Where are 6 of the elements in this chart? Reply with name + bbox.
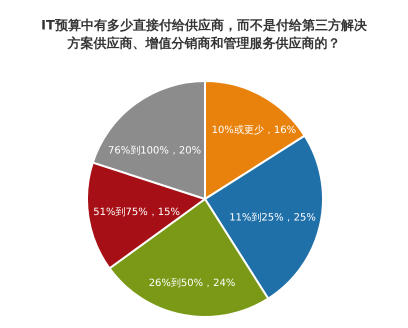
chart-title: IT预算中有多少直接付给供应商，而不是付给第三方解决方案供应商、增值分销商和管理服务供应商的？ <box>41 18 368 52</box>
slice-label: 11%到25%，25% <box>229 212 316 224</box>
slice-label: 76%到100%，20% <box>108 145 202 156</box>
slice-label: 10%或更少，16% <box>212 124 296 136</box>
slice-label: 26%到50%，24% <box>148 278 236 289</box>
slice-label: 51%到75%，15% <box>93 206 180 218</box>
